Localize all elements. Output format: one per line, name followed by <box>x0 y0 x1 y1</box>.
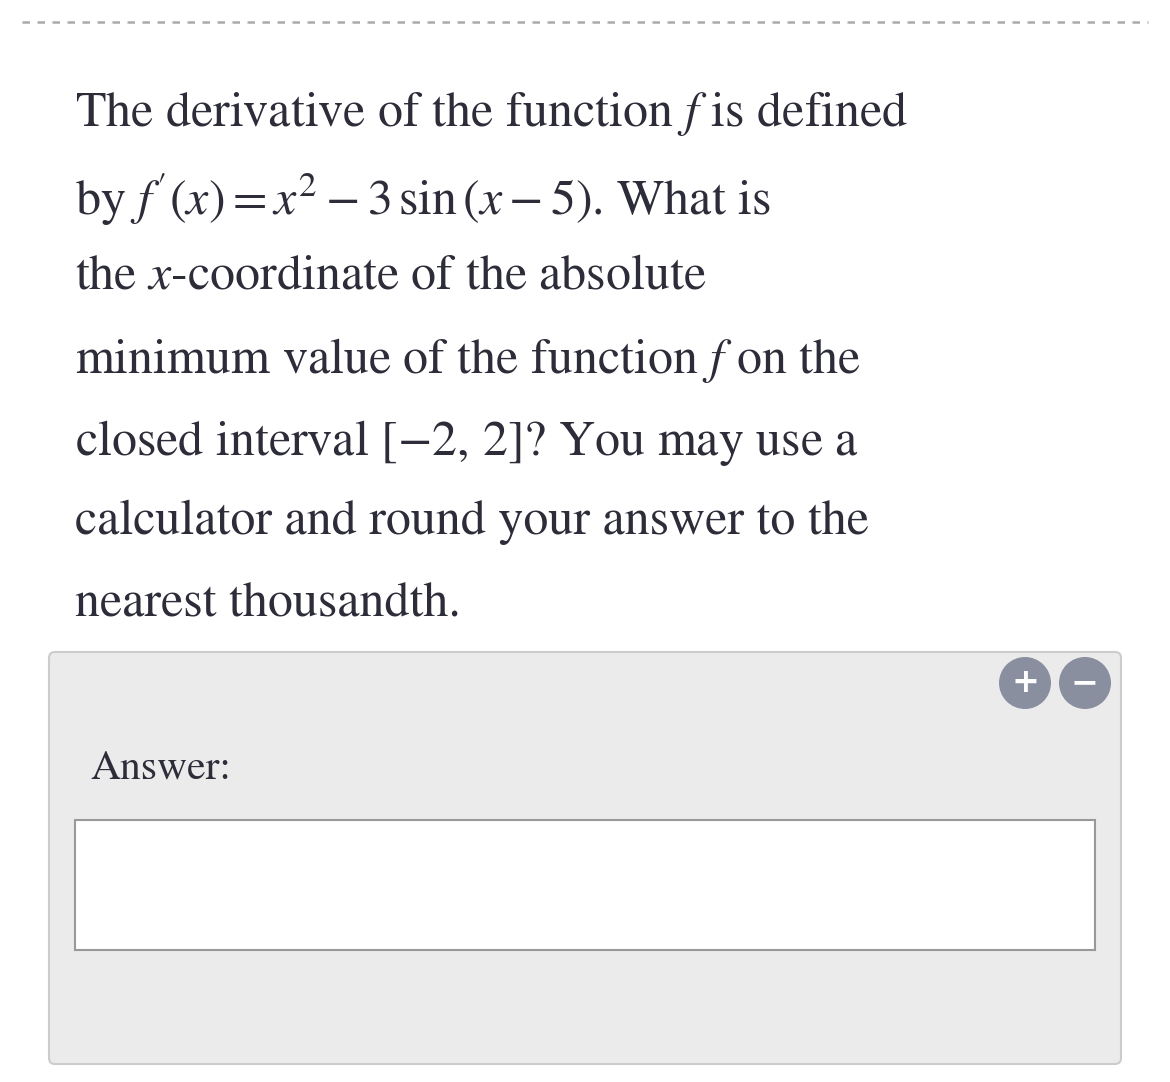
Text: the $x$-coordinate of the absolute: the $x$-coordinate of the absolute <box>75 254 707 300</box>
Text: minimum value of the function $f$ on the: minimum value of the function $f$ on the <box>75 337 861 385</box>
Text: The derivative of the function $f$ is defined: The derivative of the function $f$ is de… <box>75 90 908 138</box>
Text: closed interval $[-2,\,2]$? You may use a: closed interval $[-2,\,2]$? You may use … <box>75 418 859 469</box>
Text: by $f'(x) = x^2 - 3\,\mathrm{sin}\,(x - 5)$. What is: by $f'(x) = x^2 - 3\,\mathrm{sin}\,(x - … <box>75 172 771 228</box>
Text: nearest thousandth.: nearest thousandth. <box>75 582 461 628</box>
Circle shape <box>1059 657 1112 709</box>
FancyBboxPatch shape <box>49 652 1121 1064</box>
Text: Answer:: Answer: <box>90 750 230 788</box>
Text: +: + <box>1011 667 1039 699</box>
Text: calculator and round your answer to the: calculator and round your answer to the <box>75 500 869 545</box>
Text: −: − <box>1071 667 1099 699</box>
FancyBboxPatch shape <box>75 820 1095 950</box>
Circle shape <box>999 657 1051 709</box>
